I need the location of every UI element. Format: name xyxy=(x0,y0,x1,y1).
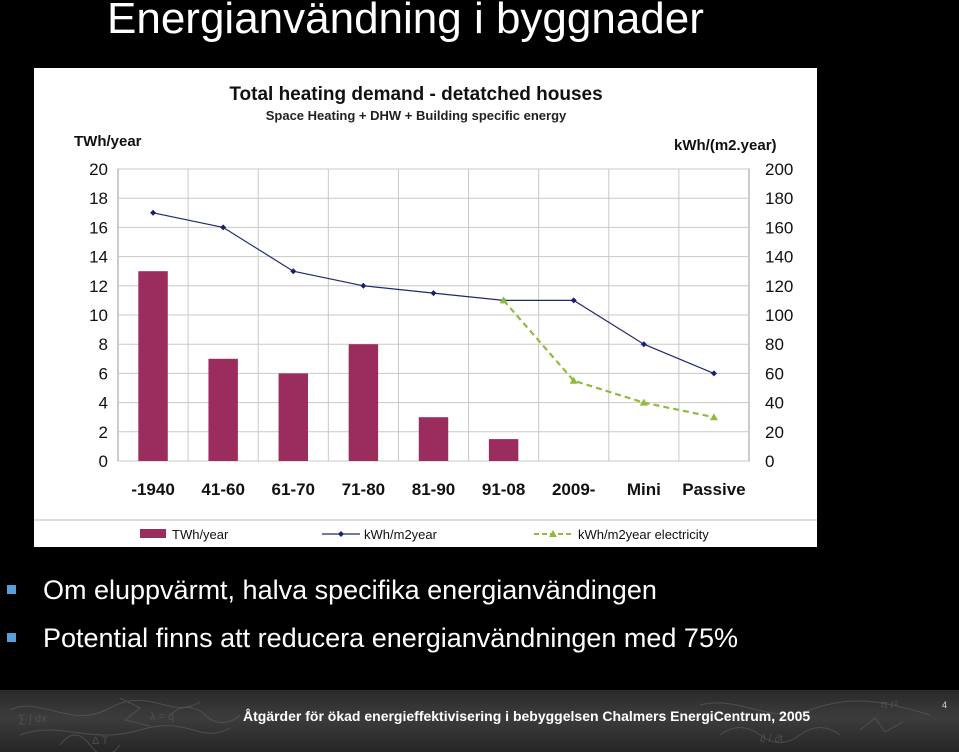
right-tick-label: 20 xyxy=(765,423,784,442)
footer-bar: ∑ ∫ dx Δ T λ = q ∂ / ∂t π r² Åtgärder fö… xyxy=(0,690,959,752)
right-tick-label: 80 xyxy=(765,335,784,354)
bullet-square-icon xyxy=(7,633,16,642)
page-number: 4 xyxy=(941,700,947,710)
svg-text:Δ T: Δ T xyxy=(92,735,109,747)
slide-title: Energianvändning i byggnader xyxy=(107,0,704,43)
diamond-marker xyxy=(710,370,717,377)
diamond-marker xyxy=(360,282,367,289)
legend-label: TWh/year xyxy=(172,527,229,542)
bar xyxy=(138,271,168,461)
triangle-marker xyxy=(709,413,718,421)
x-tick-label: 41-60 xyxy=(201,480,244,499)
svg-text:π r²: π r² xyxy=(880,699,898,711)
legend-label: kWh/m2year xyxy=(364,527,438,542)
footer-text: Åtgärder för ökad energieffektivisering … xyxy=(243,708,811,724)
x-tick-label: Mini xyxy=(627,480,661,499)
right-tick-label: 60 xyxy=(765,364,784,383)
left-tick-label: 4 xyxy=(99,394,108,413)
svg-text:∑ ∫ dx: ∑ ∫ dx xyxy=(18,713,47,725)
diamond-marker xyxy=(570,297,577,304)
left-tick-label: 16 xyxy=(89,218,108,237)
bar xyxy=(418,417,449,461)
right-tick-label: 0 xyxy=(765,452,774,471)
diamond-marker xyxy=(150,209,157,216)
x-tick-label: Passive xyxy=(682,480,745,499)
left-tick-label: 2 xyxy=(99,423,108,442)
legend-label: kWh/m2year electricity xyxy=(578,527,709,542)
x-tick-label: 2009- xyxy=(552,480,595,499)
left-tick-label: 20 xyxy=(89,160,108,179)
triangle-marker xyxy=(569,376,578,384)
footer-background-texture: ∑ ∫ dx Δ T λ = q ∂ / ∂t π r² xyxy=(9,697,931,752)
diamond-marker xyxy=(290,268,297,275)
line-series xyxy=(150,209,718,421)
bar xyxy=(208,358,238,461)
bullet-text: Potential finns att reducera energianvän… xyxy=(43,623,738,653)
bullet-text: Om eluppvärmt, halva specifika energianv… xyxy=(43,575,657,605)
left-tick-label: 6 xyxy=(99,364,108,383)
legend-triangle-marker xyxy=(549,530,557,537)
triangle-marker xyxy=(639,398,648,406)
chart-title: Total heating demand - detatched houses xyxy=(229,84,602,105)
triangle-marker xyxy=(499,296,508,304)
chart-canvas: Total heating demand - detatched houses … xyxy=(34,84,817,542)
left-tick-label: 8 xyxy=(99,335,108,354)
left-tick-label: 12 xyxy=(89,277,108,296)
right-tick-label: 120 xyxy=(765,277,793,296)
heating-demand-chart: Total heating demand - detatched houses … xyxy=(34,68,817,547)
chart-legend: TWh/year kWh/m2year kWh/m2year electricity xyxy=(34,519,817,542)
bullet-square-icon xyxy=(7,585,16,594)
right-axis-label: kWh/(m2.year) xyxy=(674,137,777,154)
left-axis-label: TWh/year xyxy=(74,133,142,150)
bar xyxy=(278,373,309,461)
right-tick-label: 200 xyxy=(765,160,793,179)
bar-series xyxy=(138,271,519,461)
left-axis-ticks: 0 2 4 6 8 10 12 14 16 18 20 xyxy=(89,160,108,471)
right-tick-label: 40 xyxy=(765,394,784,413)
x-tick-label: 91-08 xyxy=(482,480,525,499)
left-tick-label: 0 xyxy=(99,452,108,471)
right-axis-ticks: 0 20 40 60 80 100 120 140 160 180 200 xyxy=(765,160,793,471)
bullet-item: Om eluppvärmt, halva specifika energianv… xyxy=(0,573,959,613)
svg-text:λ = q: λ = q xyxy=(150,711,174,723)
legend-diamond-marker xyxy=(338,531,344,537)
bullet-item: Potential finns att reducera energianvän… xyxy=(0,621,959,661)
bar xyxy=(488,439,519,461)
diamond-marker xyxy=(430,290,437,297)
right-tick-label: 140 xyxy=(765,248,793,267)
x-tick-label: 61-70 xyxy=(272,480,315,499)
x-tick-label: -1940 xyxy=(131,480,174,499)
right-tick-label: 180 xyxy=(765,189,793,208)
x-tick-label: 81-90 xyxy=(412,480,455,499)
chart-subtitle: Space Heating + DHW + Building specific … xyxy=(266,108,567,123)
right-tick-label: 160 xyxy=(765,218,793,237)
bar xyxy=(348,344,379,461)
electricity-line xyxy=(502,299,715,419)
x-tick-label: 71-80 xyxy=(342,480,385,499)
diamond-marker xyxy=(640,341,647,348)
legend-swatch-bar xyxy=(140,529,166,538)
right-tick-label: 100 xyxy=(765,306,793,325)
x-axis-ticks: -1940 41-60 61-70 71-80 81-90 91-08 2009- Mini P… xyxy=(131,480,745,499)
left-tick-label: 18 xyxy=(89,189,108,208)
svg-text:∂ / ∂t: ∂ / ∂t xyxy=(760,733,783,745)
left-tick-label: 10 xyxy=(89,306,108,325)
diamond-marker xyxy=(220,224,227,231)
left-tick-label: 14 xyxy=(89,248,108,267)
